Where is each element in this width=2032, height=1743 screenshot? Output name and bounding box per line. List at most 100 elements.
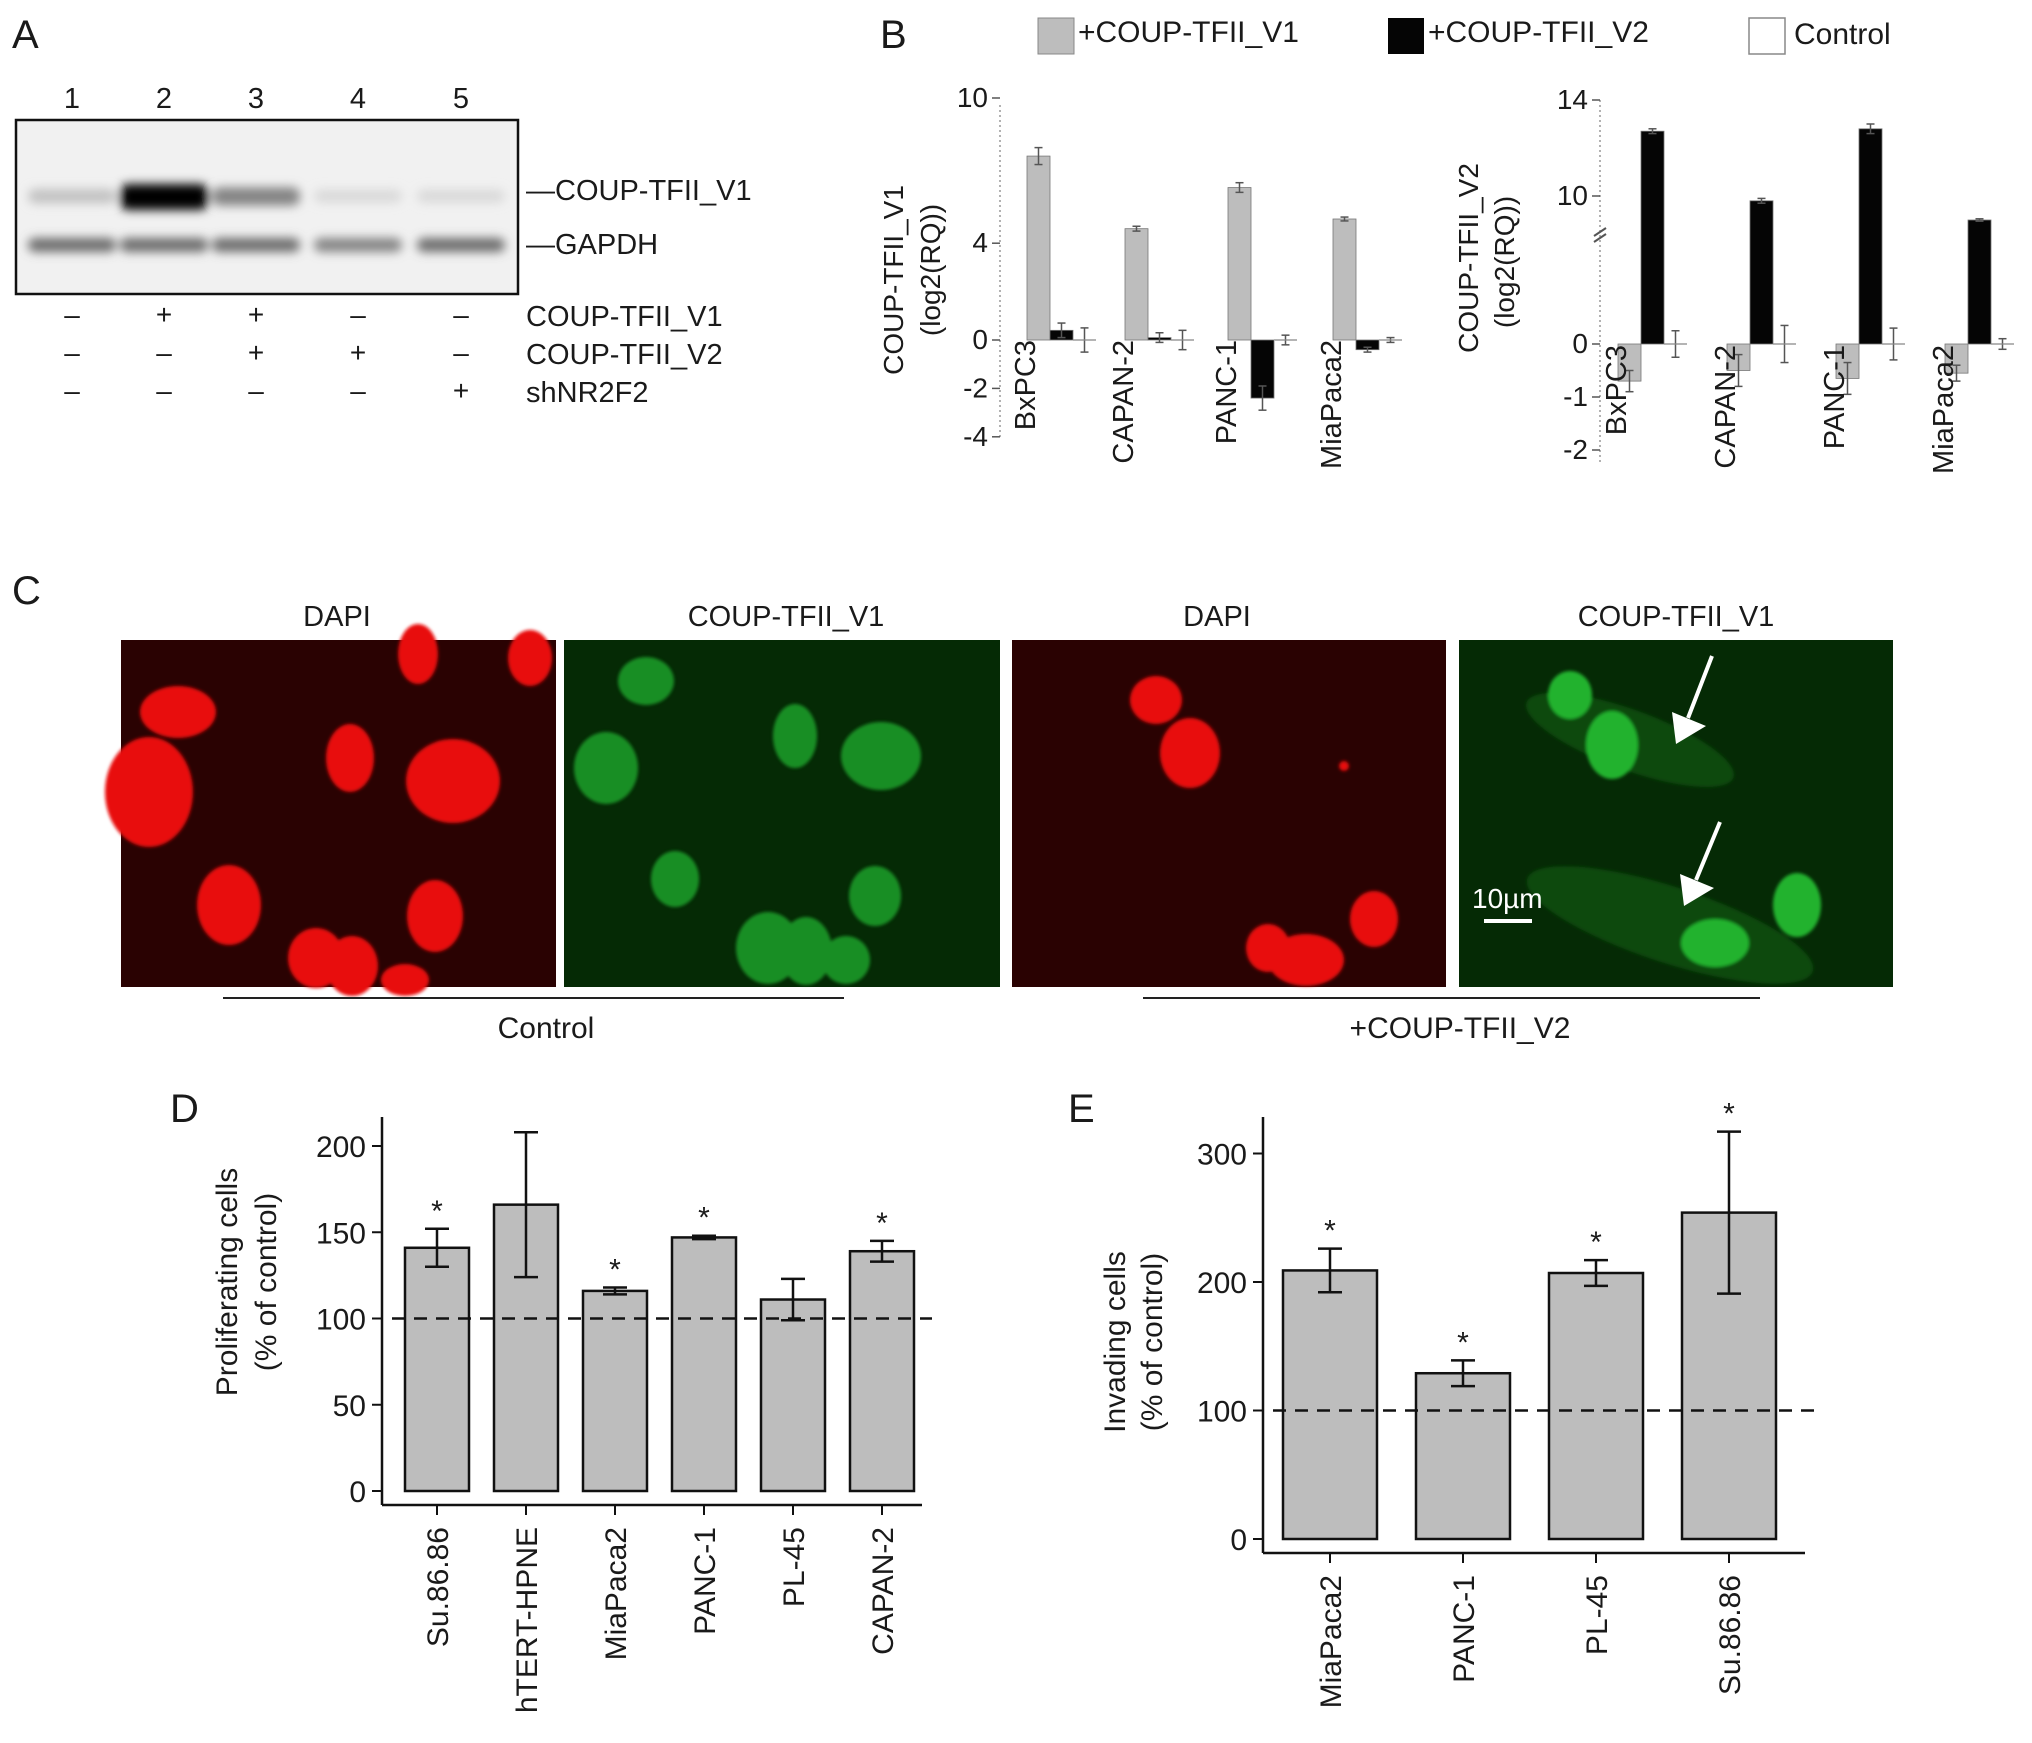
band-gapdh (212, 238, 300, 252)
y-tick-label: 10 (957, 82, 988, 113)
x-tick-label: MiaPaca2 (1315, 1575, 1348, 1708)
x-tick-label: BxPC3 (1010, 340, 1042, 430)
condition-sign: – (350, 375, 366, 406)
y-tick-label: 50 (333, 1390, 366, 1423)
panel-label-c: C (12, 569, 41, 613)
panel-label-d: D (170, 1087, 199, 1131)
western-blot-panel: 1 2 3 4 5 —COUP-TFII_V1 —GAPDH – + + – – COUP-TFI… (14, 83, 752, 409)
bar-PANC-1 (1227, 187, 1252, 341)
x-tick-label: PANC-1 (1448, 1575, 1481, 1683)
qpcr-panel: +COUP-TFII_V1 +COUP-TFII_V2 Control COUP… (878, 16, 2014, 474)
bar-PANC-1 (1414, 1371, 1512, 1541)
blot-frame (14, 118, 520, 296)
y-tick-label: 0 (1572, 328, 1588, 359)
x-tick-label: PANC-1 (689, 1527, 722, 1635)
x-tick-label: CAPAN-2 (867, 1527, 900, 1655)
y-tick-label: 0 (972, 324, 988, 355)
significance-star: * (698, 1202, 710, 1235)
arrow-icon (1680, 821, 1722, 906)
band-coup-v1 (314, 189, 402, 203)
x-tick-label: MiaPaca2 (600, 1527, 633, 1660)
x-tick-label: PL-45 (1581, 1575, 1614, 1655)
condition-sign: – (64, 375, 80, 406)
y-tick-label: 10 (1557, 180, 1588, 211)
bar-CAPAN-2 (848, 1249, 916, 1493)
condition-sign: – (156, 337, 172, 368)
bar-MiaPaca2 (1967, 219, 1992, 345)
arrow-icon (1672, 655, 1714, 744)
y-tick-label: 0 (1230, 1524, 1247, 1557)
micrograph-dapi-control (105, 624, 556, 996)
y-tick-label: -1 (1563, 381, 1588, 412)
c-header-dapi-control: DAPI (303, 601, 371, 633)
legend-label-control: Control (1794, 18, 1891, 51)
panel-label-b: B (880, 13, 907, 57)
x-tick-label: MiaPaca2 (1928, 345, 1960, 474)
b-left-ylabel-1: COUP-TFII_V1 (878, 185, 909, 375)
e-ylabel-1: Invading cells (1099, 1251, 1132, 1433)
condition-sign: – (64, 299, 80, 330)
x-tick-label: hTERT-HPNE (511, 1527, 544, 1713)
band-gapdh (417, 238, 505, 252)
x-tick-label: CAPAN-2 (1710, 345, 1742, 469)
condition-sign: + (156, 299, 172, 330)
lane-number: 2 (156, 83, 172, 115)
legend: +COUP-TFII_V1 +COUP-TFII_V2 Control (1037, 16, 1891, 55)
condition-label: shNR2F2 (526, 377, 649, 409)
significance-star: * (1324, 1215, 1336, 1248)
bar-BxPC3 (1640, 130, 1665, 345)
lane-number: 1 (64, 83, 80, 115)
y-tick-label: 14 (1557, 84, 1588, 115)
bar-PANC-1 (670, 1236, 738, 1493)
y-tick-label: 100 (316, 1304, 366, 1337)
y-tick-label: 300 (1197, 1139, 1247, 1172)
legend-swatch-v1 (1037, 17, 1075, 55)
micrograph-v1-v2: 10µm (1459, 640, 1893, 987)
bar-MiaPaca2 (1332, 218, 1357, 341)
lane-number: 5 (453, 83, 469, 115)
legend-label-v2: +COUP-TFII_V2 (1428, 16, 1649, 49)
bar-MiaPaca2 (1281, 1269, 1379, 1541)
condition-label: COUP-TFII_V2 (526, 339, 723, 371)
bar-BxPC3 (1026, 155, 1051, 341)
x-tick-label: MiaPaca2 (1316, 340, 1348, 469)
axis-break (1593, 227, 1607, 237)
micrograph-dapi-v2 (1012, 640, 1446, 987)
band-coup-v1 (212, 187, 300, 206)
bar-PL-45 (1547, 1271, 1645, 1541)
c-header-dapi-v2: DAPI (1183, 601, 1251, 633)
band-coup-v1 (120, 184, 208, 210)
d-ylabel-2: (% of control) (250, 1193, 283, 1371)
significance-star: * (876, 1207, 888, 1240)
b-right-ylabel-2: (log2(RQ)) (1489, 196, 1520, 328)
legend-swatch-control (1748, 17, 1786, 55)
x-tick-label: PANC-1 (1819, 345, 1851, 449)
condition-label: COUP-TFII_V1 (526, 301, 723, 333)
e-ylabel-2: (% of control) (1136, 1253, 1169, 1431)
band-gapdh (120, 238, 208, 252)
y-tick-label: 200 (1197, 1267, 1247, 1300)
axis-break (1593, 233, 1607, 243)
condition-sign: + (248, 299, 264, 330)
lane-number: 3 (248, 83, 264, 115)
y-tick-label: -2 (963, 372, 988, 403)
legend-label-v1: +COUP-TFII_V1 (1078, 16, 1299, 49)
y-tick-label: 0 (349, 1476, 366, 1509)
microscopy-panel: DAPI COUP-TFII_V1 DAPI COUP-TFII_V1 (105, 601, 1893, 1045)
x-tick-label: BxPC3 (1601, 345, 1633, 435)
c-header-v1-control: COUP-TFII_V1 (688, 601, 885, 633)
band-gapdh (314, 238, 402, 252)
d-ylabel-1: Proliferating cells (211, 1168, 244, 1396)
band-coup-v1 (417, 189, 505, 203)
y-tick-label: 100 (1197, 1396, 1247, 1429)
condition-sign: – (350, 299, 366, 330)
y-tick-label: -4 (963, 421, 988, 452)
y-tick-label: 150 (316, 1217, 366, 1250)
panel-label-a: A (12, 13, 39, 57)
bar-CAPAN-2 (1124, 228, 1149, 341)
bar-PANC-1 (1858, 128, 1883, 345)
bar-PL-45 (759, 1298, 827, 1493)
significance-star: * (431, 1195, 443, 1228)
panel-label-e: E (1068, 1087, 1095, 1131)
